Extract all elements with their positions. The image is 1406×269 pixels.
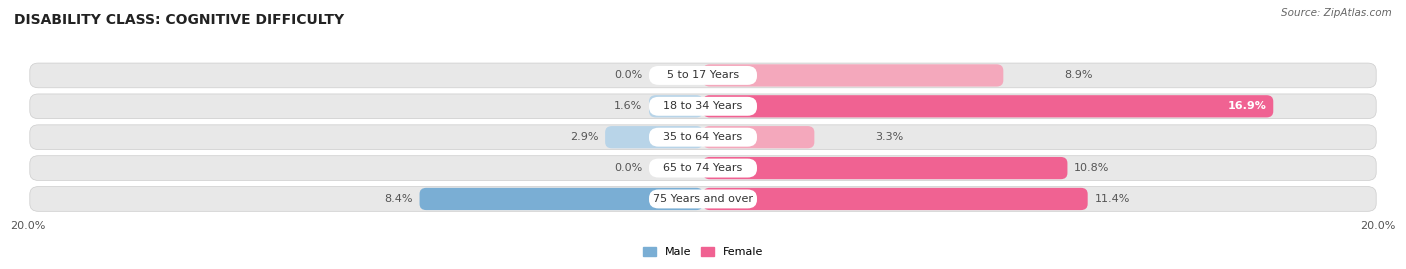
Legend: Male, Female: Male, Female	[638, 242, 768, 262]
FancyBboxPatch shape	[703, 64, 1004, 87]
Text: 35 to 64 Years: 35 to 64 Years	[664, 132, 742, 142]
Text: 11.4%: 11.4%	[1094, 194, 1130, 204]
FancyBboxPatch shape	[605, 126, 703, 148]
Text: 8.4%: 8.4%	[384, 194, 413, 204]
FancyBboxPatch shape	[703, 126, 814, 148]
FancyBboxPatch shape	[703, 95, 1274, 118]
FancyBboxPatch shape	[650, 128, 756, 147]
FancyBboxPatch shape	[650, 95, 703, 118]
Text: 0.0%: 0.0%	[614, 70, 643, 80]
FancyBboxPatch shape	[30, 94, 1376, 119]
FancyBboxPatch shape	[703, 188, 1088, 210]
Text: 0.0%: 0.0%	[614, 163, 643, 173]
FancyBboxPatch shape	[703, 157, 1067, 179]
Text: 2.9%: 2.9%	[569, 132, 599, 142]
Text: 75 Years and over: 75 Years and over	[652, 194, 754, 204]
Text: DISABILITY CLASS: COGNITIVE DIFFICULTY: DISABILITY CLASS: COGNITIVE DIFFICULTY	[14, 13, 344, 27]
Text: 8.9%: 8.9%	[1064, 70, 1092, 80]
FancyBboxPatch shape	[30, 63, 1376, 88]
FancyBboxPatch shape	[650, 66, 756, 85]
FancyBboxPatch shape	[30, 187, 1376, 211]
Text: 1.6%: 1.6%	[614, 101, 643, 111]
Text: 5 to 17 Years: 5 to 17 Years	[666, 70, 740, 80]
Text: 10.8%: 10.8%	[1074, 163, 1109, 173]
Text: 18 to 34 Years: 18 to 34 Years	[664, 101, 742, 111]
FancyBboxPatch shape	[30, 156, 1376, 180]
FancyBboxPatch shape	[30, 125, 1376, 150]
Text: 65 to 74 Years: 65 to 74 Years	[664, 163, 742, 173]
Text: 16.9%: 16.9%	[1227, 101, 1267, 111]
Text: Source: ZipAtlas.com: Source: ZipAtlas.com	[1281, 8, 1392, 18]
FancyBboxPatch shape	[650, 159, 756, 178]
FancyBboxPatch shape	[419, 188, 703, 210]
Text: 3.3%: 3.3%	[875, 132, 903, 142]
Text: 20.0%: 20.0%	[10, 221, 46, 231]
Text: 20.0%: 20.0%	[1360, 221, 1396, 231]
FancyBboxPatch shape	[650, 97, 756, 116]
FancyBboxPatch shape	[650, 189, 756, 208]
